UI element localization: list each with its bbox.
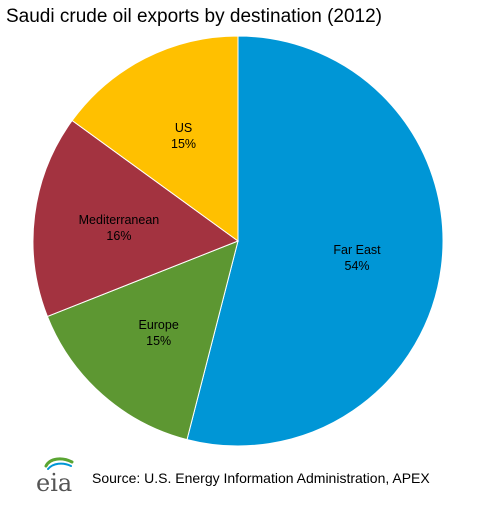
eia-logo-text: eia xyxy=(36,469,72,496)
slice-value-label: 54% xyxy=(345,259,370,273)
slice-label: Europe xyxy=(138,318,178,332)
pie-slice-us xyxy=(71,35,239,242)
source-note: Source: U.S. Energy Information Administ… xyxy=(92,470,430,486)
pie-slice-mediterranean xyxy=(32,119,240,318)
slice-value-label: 15% xyxy=(146,334,171,348)
slice-value-label: 15% xyxy=(171,137,196,151)
pie-chart: Far East 54% Europe 15% Mediterranean 16% US 15… xyxy=(32,35,444,447)
eia-logo: eia xyxy=(36,457,74,496)
slice-value-label: 16% xyxy=(106,229,131,243)
chart-footer: eia Source: U.S. Energy Information Admi… xyxy=(32,456,472,496)
slice-label: Mediterranean xyxy=(79,213,160,227)
slice-label: Far East xyxy=(333,243,381,257)
slice-label: US xyxy=(175,121,192,135)
chart-title: Saudi crude oil exports by destination (… xyxy=(6,6,383,27)
pie-slice-far-east xyxy=(186,35,444,447)
pie-slice-europe xyxy=(46,240,239,441)
